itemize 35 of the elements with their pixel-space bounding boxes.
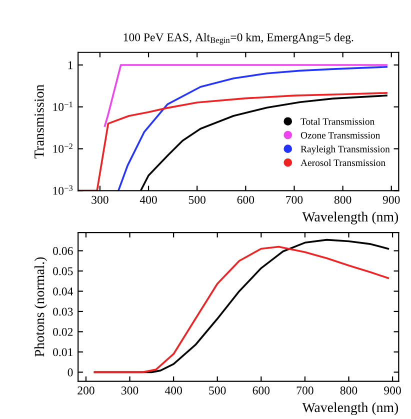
x-tick-label: 500 — [209, 386, 226, 394]
y-tick-label: 0.04 — [53, 287, 74, 296]
x-axis-title: Wavelength (nm) — [302, 212, 398, 224]
y-tick-label: 0.06 — [53, 247, 73, 256]
x-tick-label: 700 — [296, 386, 314, 394]
x-tick-label: 400 — [140, 196, 157, 204]
y-tick-label: 0.03 — [53, 308, 73, 316]
legend-label: Ozone Transmission — [300, 132, 380, 139]
y-tick-label: 0 — [68, 368, 73, 376]
x-tick-label: 700 — [286, 196, 303, 204]
legend-label: Aerosol Transmission — [300, 159, 386, 166]
legend-label: Total Transmission — [300, 118, 375, 125]
y-tick-label: 10$^{−1}$ — [53, 102, 72, 112]
x-tick-label: 400 — [164, 386, 182, 394]
x-tick-label: 800 — [340, 386, 358, 394]
x-tick-label: 500 — [188, 196, 206, 204]
y-tick-label: 0.02 — [53, 328, 73, 336]
y-axis-title: Photons (normal.) — [34, 257, 48, 357]
x-tick-label: 600 — [237, 196, 254, 204]
chart-title: 100 PeV EAS, Alt$_{Begin}$=0 km, EmergAng=5 deg. — [124, 33, 354, 45]
x-tick-label: 200 — [78, 386, 94, 394]
x-tick-label: 300 — [121, 386, 138, 394]
y-tick-label: 0.01 — [53, 348, 73, 356]
y-tick-label: 0.05 — [53, 267, 73, 276]
y-axis-title: Transmission — [34, 84, 44, 158]
y-tick-label: 10$^{−2}$ — [53, 144, 72, 153]
x-tick-label: 300 — [92, 196, 108, 204]
x-axis-title: Wavelength (nm) — [302, 402, 398, 416]
x-tick-label: 600 — [252, 386, 270, 394]
x-tick-label: 800 — [334, 196, 352, 204]
y-tick-label: 10$^{−3}$ — [53, 185, 73, 195]
legend-label: Rayleigh Transmission — [300, 145, 390, 154]
x-tick-label: 900 — [382, 196, 400, 204]
x-tick-label: 900 — [384, 386, 401, 394]
y-tick-label: 1 — [68, 61, 73, 70]
